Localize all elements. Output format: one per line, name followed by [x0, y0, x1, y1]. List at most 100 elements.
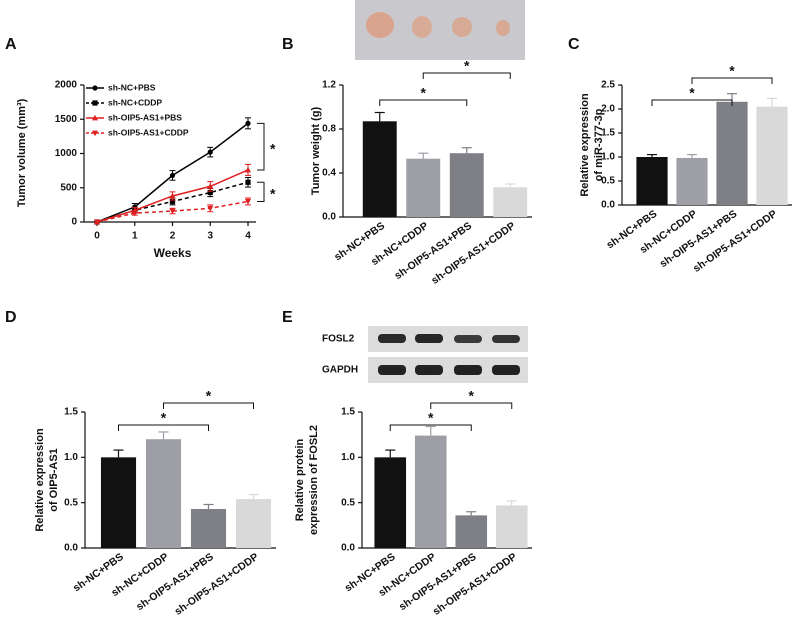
- x-tick-label: 3: [207, 231, 213, 242]
- significance-bracket: [691, 77, 773, 84]
- x-tick-label: sh-OIP5-AS1+PBS: [134, 551, 216, 613]
- point: [245, 120, 251, 126]
- y-axis-label: Relative expression: [579, 93, 591, 197]
- y-tick-label: 1.2: [322, 80, 336, 91]
- significance-bracket: [422, 72, 511, 79]
- significance-bracket: [430, 402, 513, 409]
- bar: [636, 157, 668, 205]
- bar: [455, 515, 488, 548]
- series-line: [96, 200, 249, 223]
- y-tick-label: 2000: [55, 80, 78, 91]
- bar: [100, 457, 137, 548]
- y-tick-label: 0.4: [322, 168, 336, 179]
- significance-label: *: [206, 388, 212, 404]
- legend-marker: [92, 114, 98, 121]
- y-tick-label: 1.0: [601, 152, 615, 163]
- significance-bracket: [389, 424, 472, 431]
- western-blot: [368, 326, 528, 383]
- significance-label: *: [464, 58, 470, 74]
- bar: [406, 158, 441, 217]
- y-tick-label: 2.0: [601, 104, 615, 115]
- y-tick-label: 0.0: [322, 212, 336, 223]
- significance-label: *: [428, 410, 434, 426]
- x-tick-label: 2: [170, 231, 176, 242]
- x-tick-label: 1: [132, 231, 138, 242]
- significance-bracket: [379, 99, 468, 106]
- point: [245, 199, 251, 205]
- point: [207, 205, 214, 212]
- y-tick-label: 1.5: [341, 407, 355, 418]
- panel-letter: C: [568, 36, 580, 53]
- x-tick-label: 0: [94, 231, 100, 242]
- bar: [716, 101, 748, 205]
- legend-label: sh-OIP5-AS1+CDDP: [108, 127, 189, 137]
- point: [245, 166, 251, 173]
- blot-label: GAPDH: [322, 365, 358, 376]
- y-axis-label: expression of FOSL2: [308, 425, 320, 535]
- x-tick-label: 4: [245, 231, 251, 242]
- point: [207, 189, 213, 196]
- point: [169, 172, 176, 179]
- bar: [493, 187, 528, 217]
- bar: [190, 509, 227, 548]
- legend-marker: [92, 85, 98, 91]
- bar: [495, 505, 528, 548]
- bar: [374, 457, 407, 548]
- x-axis-label: Weeks: [154, 246, 192, 260]
- y-tick-label: 1.5: [601, 128, 615, 139]
- bar: [362, 121, 397, 217]
- y-tick-label: 2.5: [601, 80, 615, 91]
- point: [169, 208, 176, 215]
- bar: [756, 106, 788, 205]
- panel-letter: D: [5, 309, 17, 326]
- y-tick-label: 500: [60, 182, 77, 193]
- y-tick-label: 0.5: [341, 497, 355, 508]
- significance-bracket: [651, 99, 733, 106]
- x-tick-label: sh-OIP5-AS1+CDDP: [172, 551, 260, 618]
- y-tick-label: 0.0: [341, 543, 355, 554]
- point: [94, 219, 100, 226]
- legend-marker: [92, 100, 98, 106]
- panel-letter: A: [5, 36, 17, 53]
- legend-label: sh-NC+PBS: [108, 82, 156, 92]
- significance-label: *: [270, 140, 276, 156]
- bar: [676, 157, 708, 205]
- significance-bracket: [257, 122, 265, 171]
- significance-label: *: [689, 85, 695, 101]
- point: [207, 183, 214, 189]
- point: [245, 179, 251, 185]
- x-tick-label: sh-OIP5-AS1+PBS: [392, 220, 474, 282]
- y-axis-label: of OIP5-AS1: [48, 448, 60, 512]
- significance-label: *: [469, 388, 475, 404]
- y-tick-label: 1.0: [341, 452, 355, 463]
- point: [207, 149, 213, 155]
- bar: [449, 153, 484, 217]
- y-tick-label: 0.8: [322, 124, 336, 135]
- significance-label: *: [270, 186, 276, 202]
- bar: [414, 435, 447, 548]
- legend-label: sh-OIP5-AS1+PBS: [108, 112, 182, 122]
- point: [169, 192, 176, 199]
- tumor-photo: [355, 0, 525, 60]
- y-axis-label: Relative protein: [294, 438, 306, 521]
- y-tick-label: 1.0: [64, 452, 78, 463]
- y-axis-label: Tumor volume (mm³): [16, 98, 28, 207]
- significance-label: *: [161, 410, 167, 426]
- point: [131, 210, 138, 217]
- y-tick-label: 1500: [55, 114, 78, 125]
- significance-label: *: [729, 63, 735, 79]
- point: [169, 198, 176, 205]
- legend-marker: [92, 130, 98, 137]
- significance-bracket: [257, 181, 265, 202]
- y-axis-label: Relative expression: [34, 428, 46, 532]
- significance-bracket: [163, 402, 254, 409]
- y-tick-label: 1.5: [64, 407, 78, 418]
- panel-letter: E: [282, 309, 293, 326]
- y-tick-label: 0.5: [64, 497, 78, 508]
- panel-letter: B: [282, 36, 294, 53]
- y-tick-label: 1000: [55, 148, 78, 159]
- legend-label: sh-NC+CDDP: [108, 97, 162, 107]
- y-tick-label: 0.5: [601, 176, 615, 187]
- y-tick-label: 0.0: [601, 200, 615, 211]
